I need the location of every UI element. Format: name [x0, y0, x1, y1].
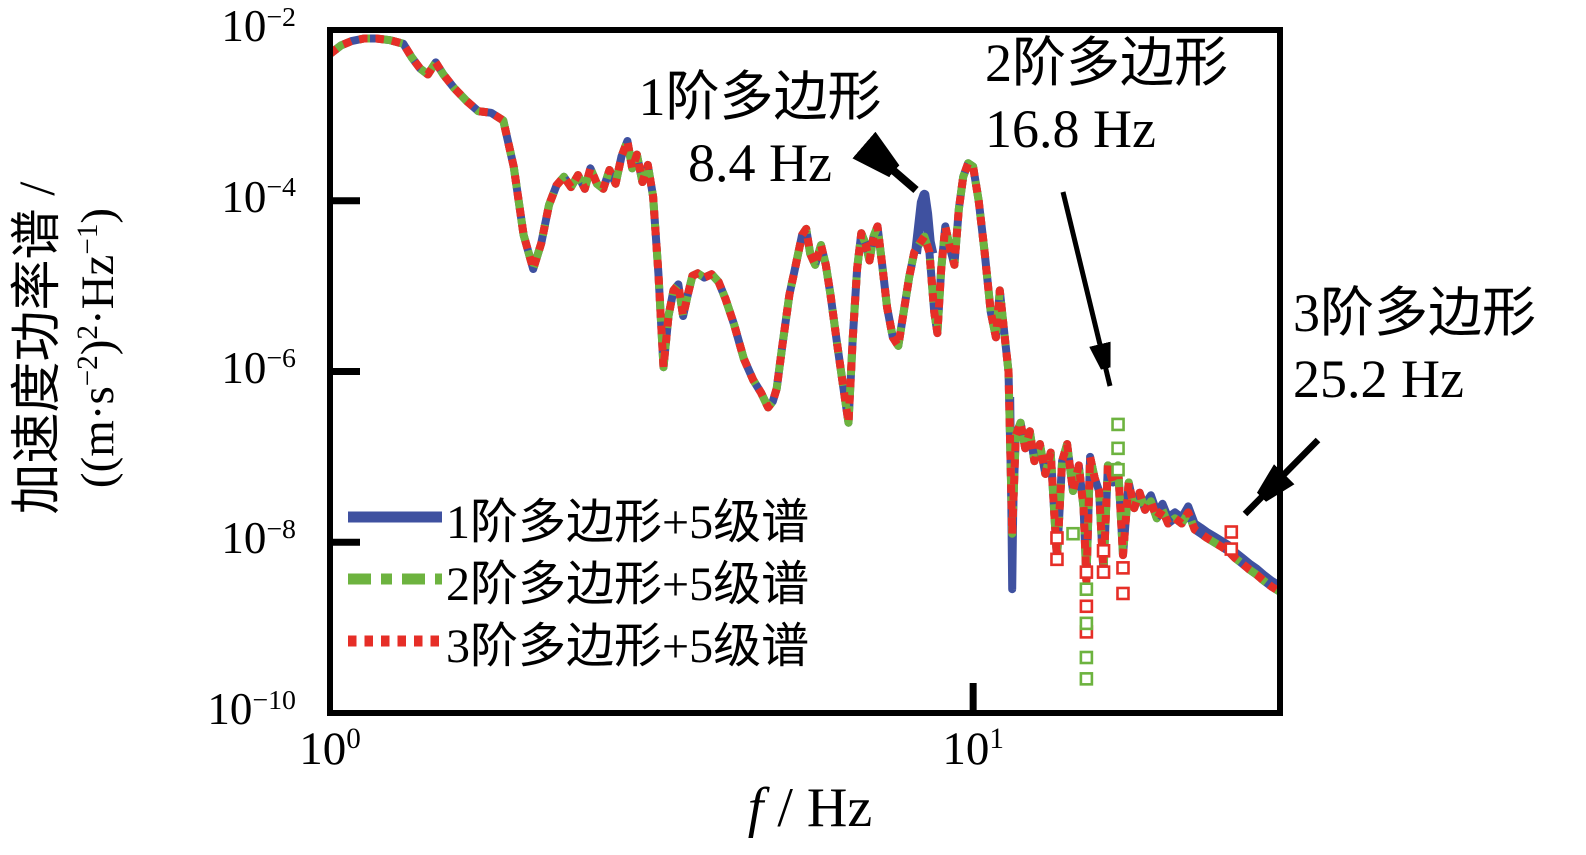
spike-marker: [1116, 561, 1130, 575]
annotation-16-8hz: 2阶多边形 16.8 Hz: [985, 30, 1228, 162]
legend-line-sample-1: [348, 511, 442, 523]
spike-marker: [1096, 543, 1111, 558]
y-tick-label-1e-8: 10−8: [221, 513, 296, 564]
x-tick-label-1e0: 100: [299, 722, 361, 775]
x-tick-label-1e1: 101: [942, 722, 1004, 775]
legend-item-3: 3阶多边形+5级谱: [346, 610, 809, 673]
spike-marker: [1224, 542, 1239, 556]
legend-label-1: 1阶多边形+5级谱: [446, 496, 810, 549]
legend-label-2: 2阶多边形+5级谱: [446, 558, 810, 611]
y-tick-label-1e-4: 10−4: [221, 171, 296, 222]
annotation-16-8hz-value: 16.8 Hz: [985, 99, 1156, 159]
legend-line-sample-2: [348, 573, 442, 585]
spike-marker: [1066, 526, 1080, 541]
y-tick-label-1e-6: 10−6: [221, 342, 296, 393]
annotation-25-2hz: 3阶多边形 25.2 Hz: [1293, 280, 1536, 412]
spike-marker: [1079, 616, 1094, 631]
legend-label-3: 3阶多边形+5级谱: [446, 620, 810, 673]
plot-border: [327, 27, 1283, 716]
spike-marker: [1079, 672, 1094, 686]
spike-marker: [1096, 565, 1111, 579]
curves-group: [328, 34, 1282, 686]
x-axis-label: f / Hz: [620, 776, 1000, 840]
y-axis-label-line1: 加速度功率谱 /: [10, 181, 66, 515]
spike-marker: [1079, 650, 1094, 665]
spike-marker: [1116, 586, 1130, 601]
annotation-arrow-2: [1060, 191, 1113, 387]
annotation-8-4hz: 1阶多边形 8.4 Hz: [570, 64, 950, 196]
legend: 1阶多边形+5级谱 2阶多边形+5级谱 3阶多边形+5级谱: [346, 486, 809, 673]
spike-marker: [1224, 525, 1239, 539]
spike-marker: [1111, 462, 1125, 477]
spike-marker: [1079, 565, 1094, 579]
annotation-8-4hz-value: 8.4 Hz: [688, 133, 832, 193]
x-axis-label-unit: / Hz: [763, 777, 873, 839]
spike-marker: [1111, 441, 1125, 456]
annotation-arrow-3: [1242, 437, 1321, 517]
annotation-25-2hz-value: 25.2 Hz: [1293, 349, 1464, 409]
x-axis-label-symbol: f: [747, 777, 764, 839]
spike-marker: [1079, 582, 1094, 597]
annotation-16-8hz-title: 2阶多边形: [985, 33, 1228, 93]
y-tick-label-1e-10: 10−10: [207, 684, 296, 734]
y-tick-label-1e-2: 10−2: [221, 1, 296, 51]
legend-line-sample-3: [348, 635, 442, 647]
spike-marker: [1050, 531, 1064, 545]
series-1-overlay-2: [1141, 491, 1282, 590]
annotation-arrow-1: [872, 152, 919, 194]
series-2-curve: [328, 34, 1282, 596]
annotation-25-2hz-title: 3阶多边形: [1293, 283, 1536, 343]
spike-marker: [1050, 552, 1064, 567]
legend-item-2: 2阶多边形+5级谱: [346, 548, 809, 611]
annotation-8-4hz-title: 1阶多边形: [638, 67, 882, 127]
spike-marker: [1079, 599, 1094, 614]
y-axis-label: 加速度功率谱 / ((m·s−2)2·Hz−1): [8, 0, 132, 698]
spike-marker: [1111, 417, 1125, 432]
legend-item-1: 1阶多边形+5级谱: [346, 486, 809, 549]
